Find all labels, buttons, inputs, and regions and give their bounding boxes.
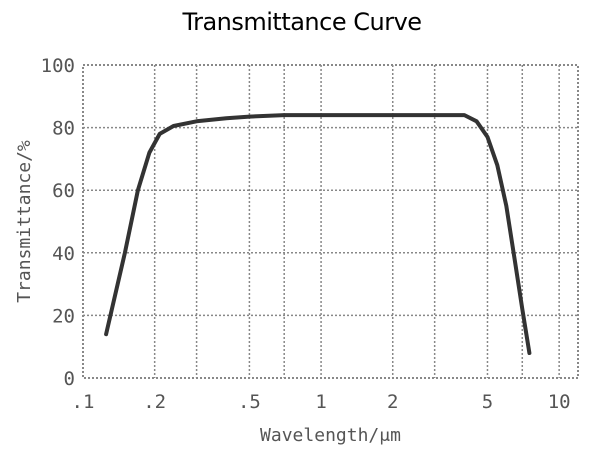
- y-axis-label: Transmittance/%: [14, 140, 35, 303]
- x-tick-label: .1: [72, 391, 95, 413]
- chart-title: Transmittance Curve: [182, 8, 422, 36]
- y-tick-label: 60: [52, 180, 75, 202]
- x-tick-label: .2: [143, 391, 166, 413]
- x-tick-label: 1: [315, 391, 326, 413]
- y-tick-label: 20: [52, 305, 75, 327]
- x-tick-label: .5: [238, 391, 261, 413]
- plot-frame: [82, 64, 579, 379]
- y-tick-label: 80: [52, 118, 75, 140]
- x-tick-label: 5: [482, 391, 493, 413]
- transmittance-curve: [104, 113, 532, 355]
- x-tick-label: 2: [387, 391, 398, 413]
- x-axis-label: Wavelength/μm: [260, 425, 401, 446]
- x-tick-label: 10: [548, 391, 571, 413]
- y-tick-label: 100: [41, 55, 75, 77]
- grid: [83, 65, 578, 378]
- y-tick-label: 40: [52, 243, 75, 265]
- y-tick-label: 0: [64, 368, 75, 390]
